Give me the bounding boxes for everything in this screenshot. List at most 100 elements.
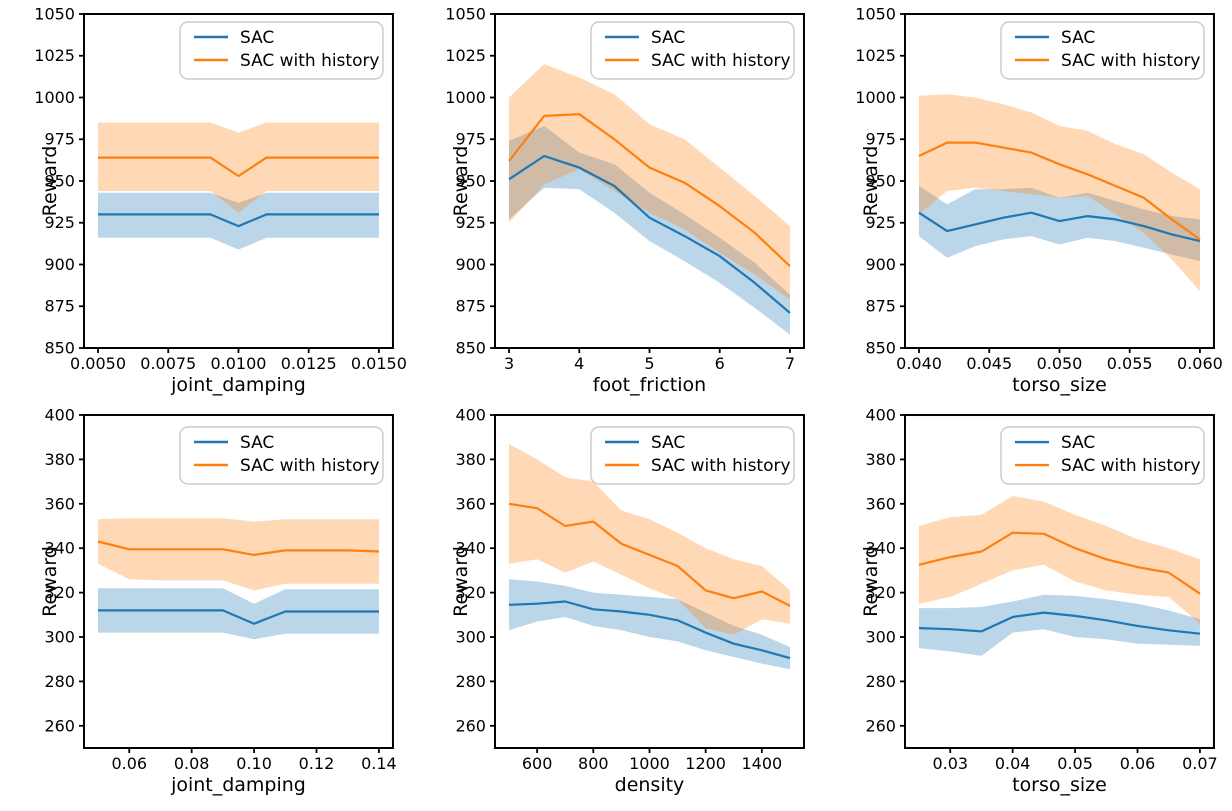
legend-label-sac: SAC [1061, 433, 1095, 453]
band-sac_with_history [508, 443, 790, 635]
y-tick-label: 380 [455, 450, 486, 469]
legend: SAC SAC with history [589, 426, 795, 485]
legend-box [589, 21, 795, 80]
legend-box [1000, 426, 1206, 485]
x-tick-label: 0.0100 [211, 354, 267, 373]
x-tick-label: 0.060 [1177, 354, 1223, 373]
x-axis-label: torso_size [1012, 774, 1107, 796]
chart-top-joint-damping: 0.0050 0.0075 0.0100 0.0125 0.0150 850 875 900 9… [34, 4, 407, 396]
y-tick-label: 900 [455, 255, 486, 274]
y-tick-label: 380 [866, 450, 897, 469]
line-sac_with_history [918, 141, 1201, 241]
y-tick-label: 340 [44, 539, 75, 558]
x-tick-label: 0.045 [967, 354, 1013, 373]
x-tick-label: 0.14 [361, 754, 397, 773]
x-tick-label: 0.05 [1058, 754, 1094, 773]
x-tick-label: 0.07 [1182, 754, 1218, 773]
y-tick-label: 320 [455, 583, 486, 602]
chart-bottom-torso-size: 0.03 0.04 0.05 0.06 0.07 260 280 300 320 340 360 38… [860, 406, 1218, 796]
y-tick-label: 975 [44, 130, 75, 149]
chart-bottom-density: 600 800 1000 1200 1400 260 280 300 320 340 360 380 4… [450, 405, 805, 796]
legend-label-sac_with_history: SAC with history [1061, 51, 1201, 71]
legend-box [179, 426, 384, 485]
x-axis-label: joint_damping [170, 774, 306, 796]
legend: SAC SAC with history [179, 426, 384, 485]
y-tick-label: 1000 [856, 88, 897, 107]
y-tick-label: 850 [866, 338, 897, 357]
band-sac [97, 192, 379, 250]
axes-spines [904, 414, 1216, 749]
y-tick-label: 280 [455, 672, 486, 691]
y-tick-label: 280 [866, 672, 897, 691]
line-sac [918, 211, 1201, 243]
line-sac_with_history [97, 540, 379, 556]
y-tick-label: 875 [866, 297, 897, 316]
y-tick-label: 400 [455, 405, 486, 424]
axes-spines [82, 414, 394, 749]
x-tick-label: 1200 [685, 754, 726, 773]
y-tick-label: 400 [866, 406, 897, 425]
y-tick-label: 1000 [445, 88, 486, 107]
chart-top-foot-friction: 3 4 5 6 7 850 875 900 925 950 975 1000 1025 1050 foot_… [445, 4, 805, 396]
y-tick-label: 925 [455, 213, 486, 232]
line-sac_with_history [508, 502, 791, 607]
y-tick-label: 950 [866, 171, 897, 190]
legend-label-sac_with_history: SAC with history [651, 456, 791, 476]
y-tick-label: 1025 [856, 46, 897, 65]
x-tick-label: 0.055 [1107, 354, 1153, 373]
y-tick-label: 1050 [445, 4, 486, 23]
legend-label-sac_with_history: SAC with history [240, 456, 380, 476]
y-axis-label: Reward [860, 146, 882, 217]
band-sac_with_history [97, 518, 379, 591]
y-tick-label: 300 [866, 627, 897, 646]
y-axis-label: Reward [39, 146, 61, 217]
x-tick-label: 5 [644, 354, 654, 373]
y-tick-label: 975 [455, 130, 486, 149]
y-tick-label: 300 [455, 627, 486, 646]
line-sac [508, 154, 791, 314]
band-sac [508, 579, 790, 670]
legend-box [589, 426, 795, 485]
line-sac [919, 611, 1201, 635]
x-tick-label: 3 [504, 354, 514, 373]
y-tick-label: 900 [44, 255, 75, 274]
band-sac [97, 588, 379, 640]
legend: SAC SAC with history [179, 21, 384, 80]
y-tick-label: 950 [44, 171, 75, 190]
band-sac [508, 125, 790, 335]
band-sac_with_history [508, 64, 790, 300]
x-axis-label: foot_friction [592, 374, 705, 396]
x-tick-label: 0.04 [995, 754, 1031, 773]
x-tick-label: 0.0125 [281, 354, 337, 373]
band-sac_with_history [97, 122, 379, 213]
x-tick-label: 0.08 [174, 754, 210, 773]
line-sac [97, 609, 379, 625]
x-tick-label: 0.03 [933, 754, 969, 773]
x-tick-label: 0.12 [299, 754, 335, 773]
y-tick-label: 1025 [445, 46, 486, 65]
legend-label-sac: SAC [651, 28, 685, 48]
y-tick-label: 925 [866, 213, 897, 232]
y-tick-label: 340 [455, 539, 486, 558]
line-sac_with_history [919, 531, 1201, 595]
line-sac_with_history [507, 113, 791, 267]
y-tick-label: 340 [866, 539, 897, 558]
legend-label-sac_with_history: SAC with history [240, 51, 380, 71]
y-tick-label: 975 [866, 130, 897, 149]
subplot-bottom-joint-damping: 0.06 0.08 0.10 0.12 0.14 260 280 300 320 340 360 38… [0, 405, 411, 811]
y-tick-label: 850 [44, 338, 75, 357]
y-tick-label: 875 [44, 297, 75, 316]
subplot-bottom-torso-size: 0.03 0.04 0.05 0.06 0.07 260 280 300 320 340 360 38… [821, 405, 1232, 811]
y-tick-label: 260 [44, 716, 75, 735]
y-tick-label: 1050 [34, 4, 75, 23]
x-tick-label: 0.0050 [70, 354, 126, 373]
y-axis-label: Reward [860, 546, 882, 617]
y-tick-label: 950 [455, 171, 486, 190]
x-axis-label: joint_damping [170, 374, 306, 396]
y-axis-label: Reward [450, 546, 472, 617]
y-tick-label: 1000 [34, 88, 75, 107]
y-tick-label: 360 [866, 494, 897, 513]
legend-box [179, 21, 384, 80]
x-tick-label: 4 [574, 354, 584, 373]
subplot-top-joint-damping: 0.0050 0.0075 0.0100 0.0125 0.0150 850 875 900 9… [0, 0, 411, 405]
